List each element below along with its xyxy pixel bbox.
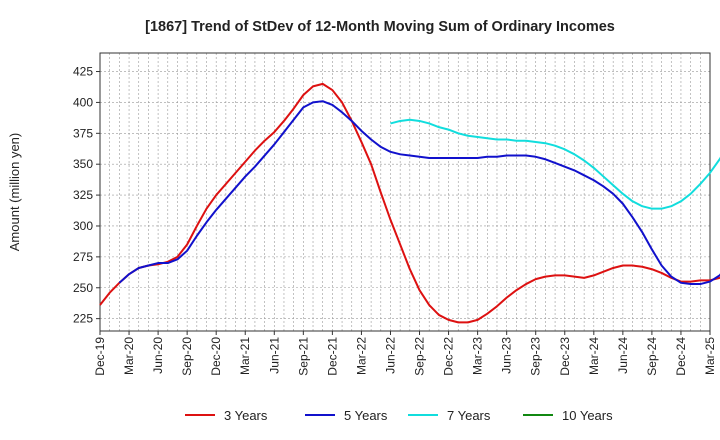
- series-lines: [99, 82, 720, 324]
- legend-item-10-years: 10 Years: [523, 408, 613, 423]
- x-tick-label: Mar-21: [238, 337, 252, 375]
- y-tick-label: 425: [73, 65, 93, 79]
- series-line-7-years: [390, 118, 720, 210]
- x-tick-label: Sep-24: [645, 337, 659, 376]
- legend-label: 3 Years: [224, 408, 268, 423]
- x-tick-label: Sep-22: [413, 337, 427, 376]
- x-tick-label: Dec-22: [442, 337, 456, 376]
- x-tick-label: Mar-22: [354, 337, 368, 375]
- x-tick-label: Mar-23: [471, 337, 485, 375]
- x-axis: Dec-19 Mar-20 Jun-20 Sep-20 Dec-20 Mar-21 Jun-…: [93, 331, 717, 376]
- x-tick-label: Sep-20: [180, 337, 194, 376]
- legend-label: 5 Years: [344, 408, 388, 423]
- x-tick-label: Mar-25: [703, 337, 717, 375]
- legend-label: 10 Years: [562, 408, 613, 423]
- x-tick-label: Mar-20: [122, 337, 136, 375]
- x-tick-label: Sep-23: [529, 337, 543, 376]
- y-tick-label: 400: [73, 95, 93, 109]
- y-axis: 225 250 275 300 325 350 375 400 425: [73, 65, 100, 326]
- series-line-3-years: [99, 82, 720, 324]
- plot-area: [99, 52, 711, 332]
- x-tick-label: Sep-21: [296, 337, 310, 376]
- y-tick-label: 225: [73, 312, 93, 326]
- legend-item-5-years: 5 Years: [305, 408, 388, 423]
- x-tick-label: Jun-23: [500, 337, 514, 374]
- legend: 3 Years 5 Years 7 Years 10 Years: [185, 408, 613, 423]
- y-tick-label: 325: [73, 188, 93, 202]
- x-tick-label: Jun-24: [616, 337, 630, 374]
- x-tick-label: Mar-24: [587, 337, 601, 375]
- x-tick-label: Jun-20: [151, 337, 165, 374]
- y-tick-label: 250: [73, 281, 93, 295]
- x-tick-label: Dec-23: [558, 337, 572, 376]
- x-tick-label: Jun-21: [267, 337, 281, 374]
- x-tick-label: Dec-21: [325, 337, 339, 376]
- legend-label: 7 Years: [447, 408, 491, 423]
- legend-item-7-years: 7 Years: [408, 408, 491, 423]
- x-tick-label: Dec-24: [674, 337, 688, 376]
- y-tick-label: 275: [73, 250, 93, 264]
- x-tick-label: Dec-20: [209, 337, 223, 376]
- y-axis-label: Amount (million yen): [7, 133, 22, 252]
- chart-title: [1867] Trend of StDev of 12-Month Moving…: [145, 19, 615, 35]
- gridlines: [100, 53, 710, 331]
- x-tick-label: Jun-22: [383, 337, 397, 374]
- legend-item-3-years: 3 Years: [185, 408, 268, 423]
- series-line-5-years: [118, 100, 720, 286]
- y-tick-label: 300: [73, 219, 93, 233]
- x-tick-label: Dec-19: [93, 337, 107, 376]
- y-tick-label: 375: [73, 126, 93, 140]
- y-tick-label: 350: [73, 157, 93, 171]
